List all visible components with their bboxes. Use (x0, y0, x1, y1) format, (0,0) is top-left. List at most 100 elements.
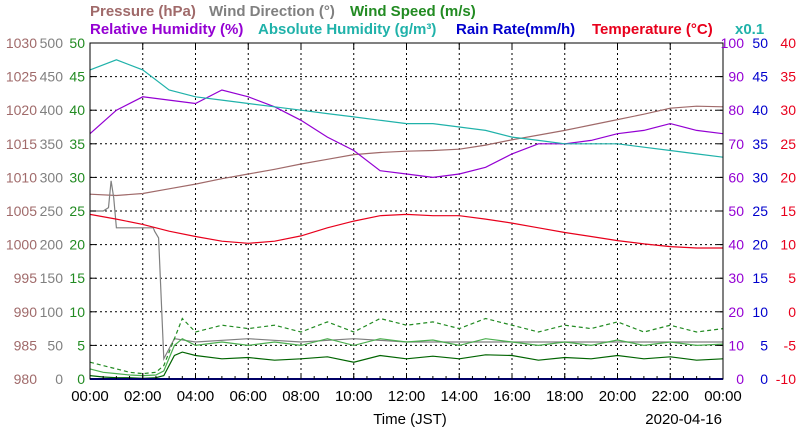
y-tick-label-humidity: 90 (728, 69, 744, 85)
y-tick-label-wind-direction: 50 (47, 337, 63, 353)
y-tick-label-rain: 35 (752, 136, 768, 152)
series-wind-speed-avg (89, 337, 724, 377)
y-tick-label-wind-direction: 0 (55, 371, 63, 387)
y-tick-label-temperature: 15 (780, 203, 796, 219)
x-tick-label: 16:00 (493, 388, 531, 405)
series-absolute-humidity-g-m (89, 59, 724, 158)
x-tick-label: 20:00 (599, 388, 637, 405)
title-wind-speed: Wind Speed (m/s) (350, 3, 476, 20)
x-tick-label: 10:00 (335, 388, 373, 405)
x-tick-label: 12:00 (388, 388, 426, 405)
y-tick-label-rain: 50 (752, 35, 768, 51)
x-tick-label: 00:00 (71, 388, 109, 405)
x-tick-label: 06:00 (229, 388, 267, 405)
y-tick-label-wind-direction: 200 (40, 237, 64, 253)
y-tick-label-temperature: 30 (780, 102, 796, 118)
title-humidity: Relative Humidity (%) (90, 21, 243, 38)
y-tick-label-wind-speed: 25 (69, 203, 85, 219)
y-tick-label-humidity: 50 (728, 203, 744, 219)
y-tick-label-wind-speed: 35 (69, 136, 85, 152)
y-tick-label-pressure: 990 (14, 304, 38, 320)
y-tick-label-temperature: 20 (780, 169, 796, 185)
series-temperature-c (89, 213, 723, 249)
x-tick-label: 22:00 (651, 388, 689, 405)
y-tick-label-pressure: 1000 (6, 237, 37, 253)
x-axis-label: Time (JST) (373, 411, 447, 428)
y-tick-label-wind-speed: 45 (69, 69, 85, 85)
y-tick-label-rain: 20 (752, 237, 768, 253)
y-tick-label-humidity: 80 (728, 102, 744, 118)
y-tick-label-wind-direction: 100 (40, 304, 64, 320)
y-tick-label-rain: 40 (752, 102, 768, 118)
y-tick-label-temperature: 5 (788, 270, 796, 286)
y-tick-label-wind-speed: 5 (77, 337, 85, 353)
title-pressure: Pressure (hPa) (90, 3, 196, 20)
y-tick-label-wind-direction: 500 (40, 35, 64, 51)
y-tick-label-pressure: 1020 (6, 102, 37, 118)
y-tick-label-wind-direction: 150 (40, 270, 64, 286)
y-tick-label-rain: 15 (752, 270, 768, 286)
y-tick-label-pressure: 980 (14, 371, 38, 387)
y-tick-label-wind-speed: 30 (69, 169, 85, 185)
y-tick-label-humidity: 70 (728, 136, 744, 152)
y-tick-label-humidity: 60 (728, 169, 744, 185)
x-tick-label: 04:00 (177, 388, 215, 405)
y-tick-label-temperature: 40 (780, 35, 796, 51)
y-tick-label-pressure: 1015 (6, 136, 37, 152)
y-tick-label-humidity: 40 (728, 237, 744, 253)
y-tick-label-rain: 10 (752, 304, 768, 320)
y-tick-label-rain: 5 (760, 337, 768, 353)
y-tick-label-wind-speed: 40 (69, 102, 85, 118)
y-tick-label-pressure: 1010 (6, 169, 37, 185)
y-tick-label-wind-direction: 350 (40, 136, 64, 152)
title-abs-humidity: Absolute Humidity (g/m³) (258, 21, 436, 38)
series-relative-humidity (89, 89, 724, 179)
abs-scale-note: x0.1 (735, 21, 764, 38)
y-tick-label-humidity: 0 (736, 371, 744, 387)
y-tick-label-pressure: 1025 (6, 69, 37, 85)
y-tick-label-rain: 45 (752, 69, 768, 85)
y-tick-label-rain: 25 (752, 203, 768, 219)
grid (90, 43, 723, 379)
y-tick-label-temperature: 0 (788, 304, 796, 320)
y-tick-label-pressure: 1005 (6, 203, 37, 219)
y-tick-label-wind-speed: 10 (69, 304, 85, 320)
series-wind-direction (90, 180, 723, 362)
y-tick-label-temperature: 10 (780, 237, 796, 253)
title-rain: Rain Rate(mm/h) (456, 21, 575, 38)
date-label: 2020-04-16 (645, 411, 722, 428)
series-wind-speed-max (89, 317, 724, 375)
x-tick-label: 14:00 (440, 388, 478, 405)
series-wind-speed-min (89, 351, 724, 379)
y-tick-label-wind-direction: 400 (40, 102, 64, 118)
y-tick-label-temperature: -10 (776, 371, 796, 387)
y-tick-label-wind-speed: 50 (69, 35, 85, 51)
y-tick-label-wind-speed: 15 (69, 270, 85, 286)
y-tick-label-pressure: 995 (14, 270, 38, 286)
y-tick-label-temperature: -5 (784, 337, 797, 353)
x-tick-label: 08:00 (282, 388, 320, 405)
title-temperature: Temperature (°C) (592, 21, 713, 38)
x-tick-label: 02:00 (124, 388, 162, 405)
y-tick-label-humidity: 30 (728, 270, 744, 286)
y-tick-label-rain: 0 (760, 371, 768, 387)
y-tick-label-wind-direction: 300 (40, 169, 64, 185)
y-tick-label-wind-speed: 20 (69, 237, 85, 253)
y-tick-label-humidity: 20 (728, 304, 744, 320)
y-tick-label-wind-direction: 450 (40, 69, 64, 85)
y-tick-label-pressure: 1030 (6, 35, 37, 51)
y-tick-label-rain: 30 (752, 169, 768, 185)
series-pressure-hpa (89, 105, 724, 197)
y-tick-label-wind-speed: 0 (77, 371, 85, 387)
title-wind-direction: Wind Direction (°) (209, 3, 335, 20)
tick-layer: 00:00 02:00 04:00 06:00 08:00 10:00 12:00 14:00… (6, 35, 796, 405)
y-tick-label-pressure: 985 (14, 337, 38, 353)
y-tick-label-wind-direction: 250 (40, 203, 64, 219)
y-tick-label-temperature: 25 (780, 136, 796, 152)
x-tick-label: 00:00 (704, 388, 742, 405)
y-tick-label-humidity: 100 (721, 35, 745, 51)
x-tick-label: 18:00 (546, 388, 584, 405)
y-tick-label-humidity: 10 (728, 337, 744, 353)
